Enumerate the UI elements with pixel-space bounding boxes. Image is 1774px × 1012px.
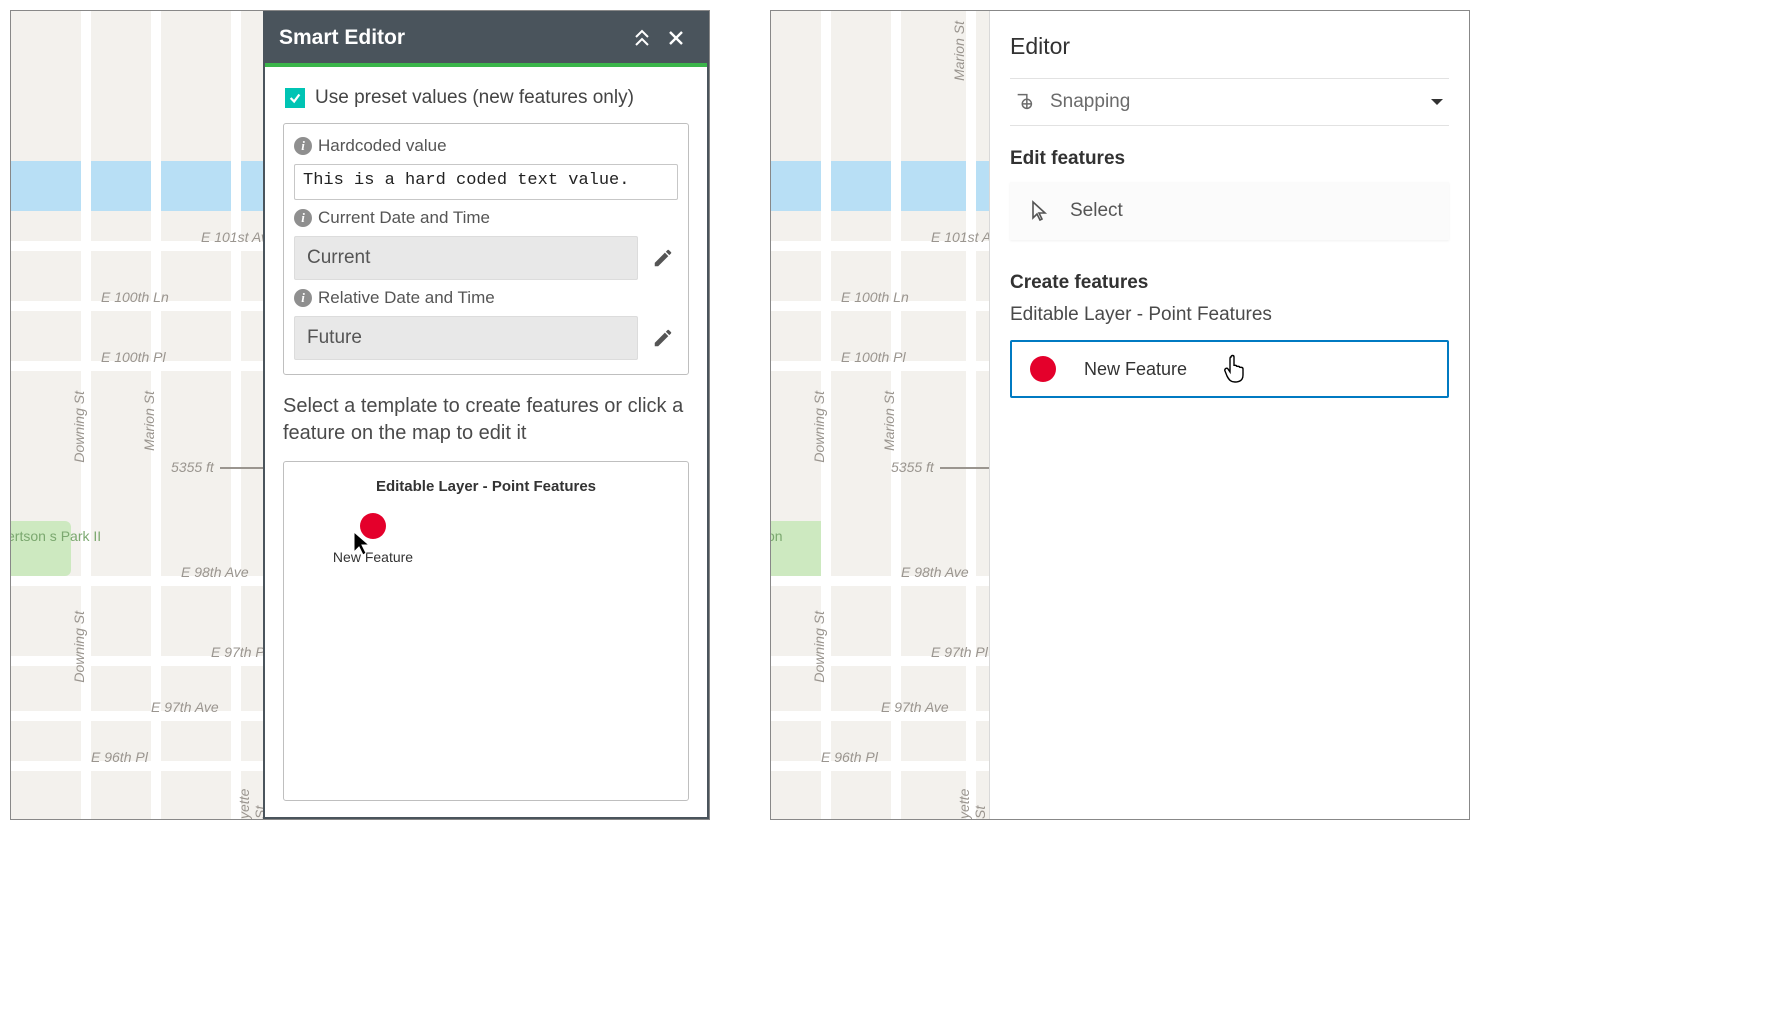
select-label: Select <box>1070 200 1123 222</box>
street-label-vertical: Downing St <box>71 611 87 683</box>
create-features-heading: Create features <box>1010 272 1449 294</box>
relative-dt-value: Future <box>294 316 638 360</box>
street-label-vertical: Marion St <box>951 21 967 81</box>
hardcoded-label-row: i Hardcoded value <box>294 136 678 156</box>
close-icon[interactable] <box>659 21 693 55</box>
street-label: E 100th Ln <box>841 289 909 305</box>
edit-icon[interactable] <box>648 323 678 353</box>
street-label: E 96th Pl <box>91 749 148 765</box>
collapse-icon[interactable] <box>625 21 659 55</box>
preset-values-checkbox-row[interactable]: Use preset values (new features only) <box>283 85 689 123</box>
template-picker: Editable Layer - Point Features New Feat… <box>283 461 689 801</box>
current-dt-label: Current Date and Time <box>318 208 490 228</box>
smart-editor-title: Smart Editor <box>279 26 625 50</box>
template-layer-name: Editable Layer - Point Features <box>300 478 672 495</box>
street-label: E 97th Ave <box>151 699 219 715</box>
snapping-label: Snapping <box>1050 91 1130 113</box>
park-label: on <box>770 529 783 544</box>
editor-title: Editor <box>1010 33 1449 60</box>
street-label: E 98th Ave <box>181 564 249 580</box>
feature-template-label: New Feature <box>1084 359 1187 380</box>
street-label-vertical: Downing St <box>811 611 827 683</box>
info-icon[interactable]: i <box>294 209 312 227</box>
street-label-vertical: Downing St <box>71 391 87 463</box>
current-dt-label-row: i Current Date and Time <box>294 208 678 228</box>
map-scale: 5355 ft <box>891 459 1000 475</box>
edit-features-heading: Edit features <box>1010 148 1449 170</box>
smart-editor-header: Smart Editor <box>265 13 707 63</box>
template-instruction: Select a template to create features or … <box>283 393 689 447</box>
street-label: E 96th Pl <box>821 749 878 765</box>
hardcoded-value-input[interactable] <box>294 164 678 200</box>
hand-cursor-icon <box>1222 354 1248 384</box>
select-tool-button[interactable]: Select <box>1010 182 1449 240</box>
cursor-icon <box>1030 200 1048 222</box>
street-label-vertical: Marion St <box>881 391 897 451</box>
relative-dt-label-row: i Relative Date and Time <box>294 288 678 308</box>
street-label: E 100th Pl <box>841 349 906 365</box>
chevron-down-icon <box>1429 94 1445 110</box>
editor-panel: Editor Snapping Edit features Select Cre… <box>989 11 1469 819</box>
street-label-vertical: yette St <box>956 781 988 819</box>
editor-layer-name: Editable Layer - Point Features <box>1010 304 1449 326</box>
point-symbol-icon <box>1030 356 1056 382</box>
street-label: E 97th Ave <box>881 699 949 715</box>
preset-values-label: Use preset values (new features only) <box>315 87 634 109</box>
template-item-label: New Feature <box>333 549 413 565</box>
street-label: E 97th Pl <box>931 644 988 660</box>
street-label: E 97th Pl <box>211 644 268 660</box>
street-label: E 100th Pl <box>101 349 166 365</box>
current-dt-value: Current <box>294 236 638 280</box>
park-label: ertson s Park II <box>10 529 101 544</box>
snapping-toggle-row[interactable]: Snapping <box>1010 78 1449 126</box>
street-label: E 98th Ave <box>901 564 969 580</box>
street-label: E 100th Ln <box>101 289 169 305</box>
preset-values-checkbox[interactable] <box>285 88 305 108</box>
edit-icon[interactable] <box>648 243 678 273</box>
street-label-vertical: Downing St <box>811 391 827 463</box>
left-screenshot: E 101st Ave E 100th Ln E 100th Pl E 98th… <box>10 10 710 820</box>
info-icon[interactable]: i <box>294 137 312 155</box>
hardcoded-label: Hardcoded value <box>318 136 447 156</box>
point-symbol-icon <box>360 513 386 539</box>
street-label-vertical: Marion St <box>141 391 157 451</box>
right-screenshot: E 101st Ave E 100th Ln E 100th Pl E 98th… <box>770 10 1470 820</box>
preset-values-box: i Hardcoded value i Current Date and Tim… <box>283 123 689 375</box>
smart-editor-panel: Smart Editor Use preset values (new feat… <box>263 11 709 819</box>
feature-template-new-feature[interactable]: New Feature <box>1010 340 1449 398</box>
snapping-icon <box>1014 91 1036 113</box>
relative-dt-label: Relative Date and Time <box>318 288 495 308</box>
template-item-new-feature[interactable]: New Feature <box>318 513 428 565</box>
info-icon[interactable]: i <box>294 289 312 307</box>
